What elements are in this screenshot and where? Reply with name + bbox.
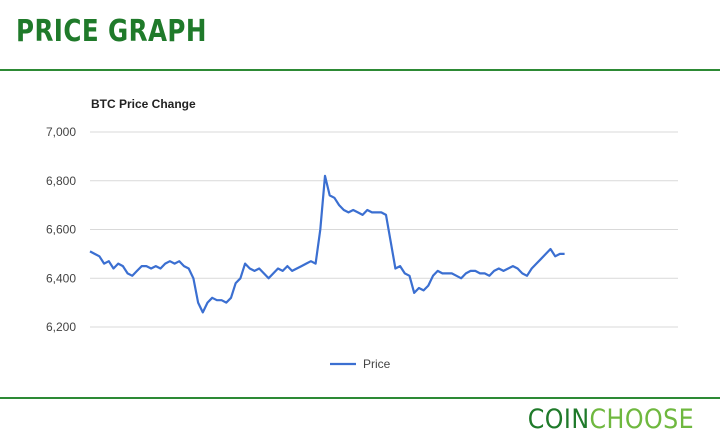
footer-divider bbox=[0, 397, 720, 399]
page-title: PRICE GRAPH bbox=[16, 14, 207, 49]
brand-logo-part2: CHOOSE bbox=[589, 404, 694, 435]
y-tick-label: 7,000 bbox=[46, 125, 76, 139]
y-tick-label: 6,800 bbox=[46, 174, 76, 188]
price-chart: BTC Price Change 6,200 6,400 6,600 6,800 7,00… bbox=[46, 97, 678, 371]
brand-logo: COINCHOOSE bbox=[528, 404, 694, 435]
header-divider bbox=[0, 69, 720, 71]
y-tick-label: 6,400 bbox=[46, 271, 76, 285]
series-line-price bbox=[89, 174, 565, 314]
legend-label-price: Price bbox=[363, 357, 391, 371]
y-tick-label: 6,200 bbox=[46, 320, 76, 334]
chart-title: BTC Price Change bbox=[91, 97, 196, 111]
y-tick-label: 6,600 bbox=[46, 223, 76, 237]
brand-logo-part1: COIN bbox=[527, 404, 590, 435]
